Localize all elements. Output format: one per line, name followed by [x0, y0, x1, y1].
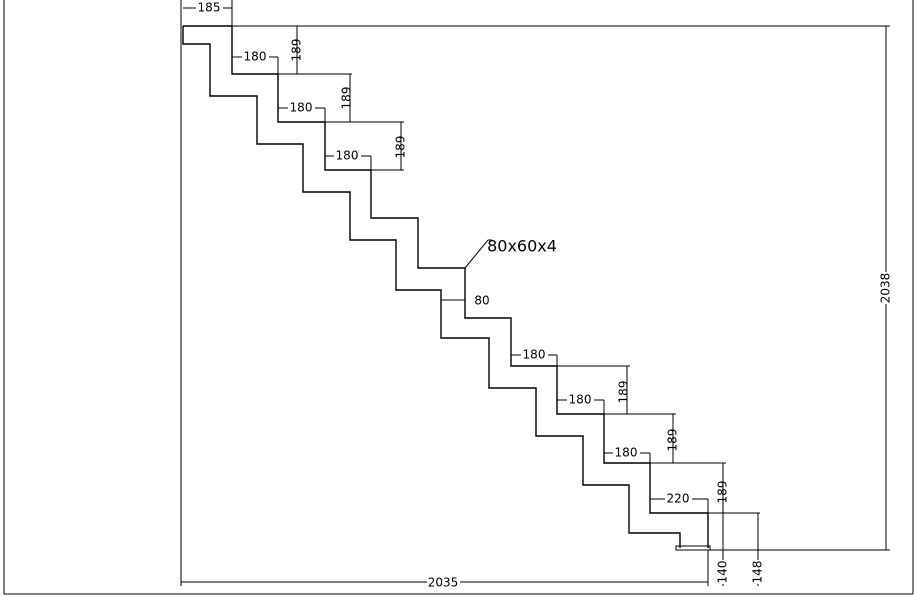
dimension: 80 — [474, 294, 489, 308]
dimension: 180 — [244, 50, 267, 64]
dimension: 180 — [615, 446, 638, 460]
dimension: 140 — [716, 561, 730, 584]
dimension: 148 — [751, 561, 765, 584]
dimension: 189 — [666, 429, 680, 452]
dimension: 189 — [716, 481, 730, 504]
dimension: 180 — [336, 149, 359, 163]
dimension: 189 — [290, 39, 304, 62]
dimension: 2038 — [879, 273, 893, 304]
dimension: 189 — [394, 136, 408, 159]
frame — [3, 0, 914, 595]
dimension: 220 — [667, 492, 690, 506]
dimension-labels: 185 180 189 180 189 180 189 80x60x4 80 1… — [196, 1, 893, 590]
dimension-lines — [180, 0, 890, 586]
dimension: 180 — [569, 393, 592, 407]
dimension: 185 — [198, 1, 221, 15]
dimension: 180 — [290, 101, 313, 115]
stair-profile — [182, 25, 711, 551]
dimension: 180 — [523, 348, 546, 362]
profile-label: 80x60x4 — [487, 237, 557, 256]
dimension: 2035 — [428, 576, 459, 590]
dimension: 189 — [617, 381, 631, 404]
dimension: 189 — [340, 87, 354, 110]
